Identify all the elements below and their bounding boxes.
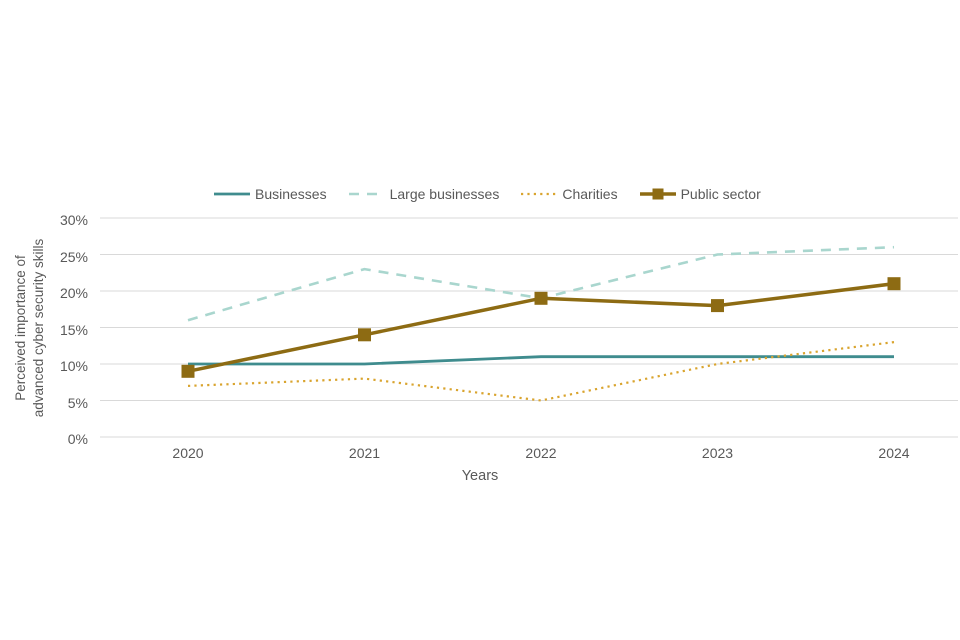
y-tick-label: 20% [59, 285, 88, 301]
series-line-large-businesses [187, 245, 895, 322]
x-tick-label: 2024 [878, 445, 910, 461]
series-marker-public-sector [358, 328, 371, 342]
series-marker-public-sector [887, 277, 901, 291]
series-markers-public-sector [181, 277, 901, 378]
x-tick-label: 2023 [701, 445, 734, 461]
y-axis-title-line: advanced cyber security skills [31, 238, 46, 418]
y-tick-label: 15% [59, 321, 88, 338]
legend-item-public-sector: Public sector [639, 186, 761, 202]
x-tick-label: 2021 [348, 445, 381, 461]
y-tick-label: 25% [59, 248, 88, 265]
legend-solid-line-swatch-public-sector [639, 188, 676, 200]
y-tick-label: 10% [59, 358, 88, 374]
legend-label: Businesses [255, 186, 327, 202]
y-tick-label: 0% [67, 431, 88, 447]
legend-item-large-businesses: Large businesses [348, 186, 500, 202]
legend-dashed-line-swatch-large-businesses [348, 192, 385, 196]
y-tick-label: 5% [67, 394, 88, 411]
legend-item-charities: Charities [520, 186, 618, 202]
legend-label: Charities [562, 186, 618, 202]
x-tick-label: 2022 [525, 445, 557, 461]
legend-label: Large businesses [389, 186, 500, 202]
x-tick-label: 2020 [172, 445, 204, 461]
series-marker-public-sector [711, 299, 724, 313]
series-marker-public-sector [181, 364, 195, 378]
x-axis-title: Years [461, 468, 499, 484]
legend-dotted-line-swatch-charities [521, 192, 558, 196]
y-axis-title: Perceived importance of advanced cyber s… [12, 228, 48, 428]
legend-label: Public sector [680, 186, 761, 202]
chart-legend: Businesses Large businesses Charities Publi… [213, 184, 761, 204]
legend-solid-line-swatch-businesses [214, 192, 250, 196]
series-marker-public-sector [534, 291, 548, 305]
series-line-businesses [188, 355, 894, 366]
y-axis-title-line: Perceived importance of [13, 255, 28, 401]
legend-square-marker [652, 188, 664, 200]
legend-item-businesses: Businesses [213, 186, 327, 202]
y-tick-label: 30% [59, 212, 88, 228]
